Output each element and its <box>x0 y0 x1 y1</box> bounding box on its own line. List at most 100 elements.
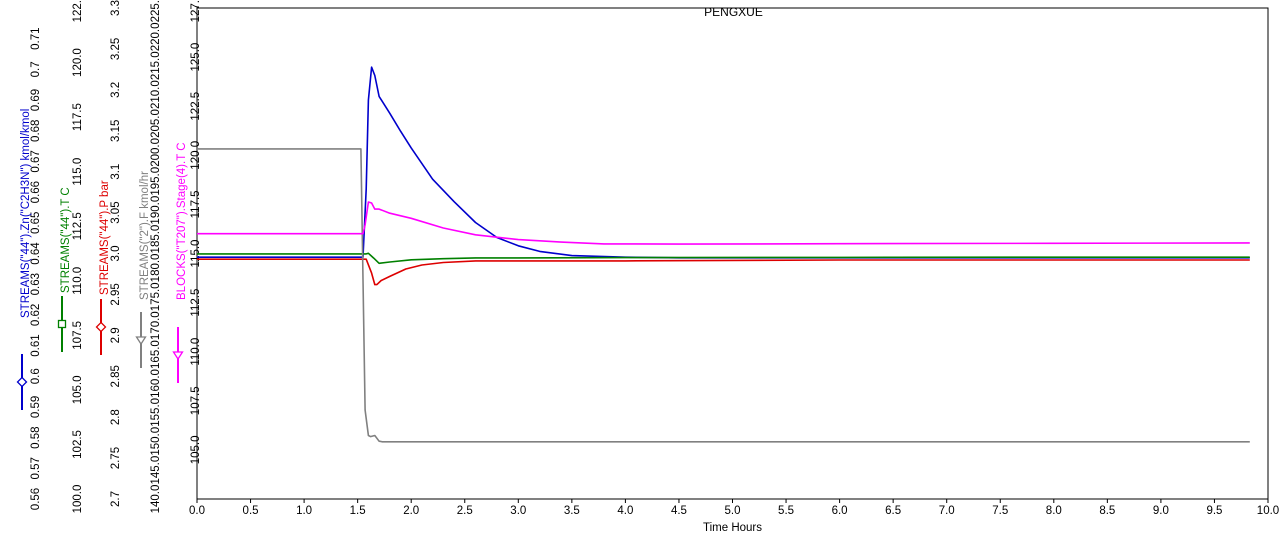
y-tick-label: 102.5 <box>72 430 84 459</box>
y-tick-label: 0.64 <box>30 242 42 265</box>
y-axis-title: STREAMS("44").Zn("C2H3N") kmol/kmol <box>20 109 32 318</box>
y-tick-label: 2.85 <box>110 365 122 387</box>
y-tick-label: 2.7 <box>110 491 122 507</box>
y-tick-label: 0.57 <box>30 457 42 479</box>
y-tick-label: 107.5 <box>190 386 202 415</box>
y-tick-label: 155.0 <box>150 398 162 427</box>
y-tick-label: 117.5 <box>72 103 84 131</box>
y-tick-label: 190.0 <box>150 196 162 225</box>
x-tick-label: 5.5 <box>778 505 794 517</box>
legend-triangle-marker <box>135 336 147 346</box>
series-line-5 <box>197 201 1250 245</box>
y-tick-label: 3.3 <box>110 0 122 16</box>
x-tick-label: 9.0 <box>1153 505 1169 517</box>
y-tick-label: 3.05 <box>110 201 122 223</box>
y-tick-label: 145.0 <box>150 456 162 485</box>
x-tick-label: 3.5 <box>564 505 580 517</box>
x-tick-label: 8.0 <box>1046 505 1062 517</box>
legend-triangle-marker <box>172 351 184 361</box>
y-tick-label: 0.63 <box>30 273 42 295</box>
x-tick-label: 1.0 <box>296 505 312 517</box>
x-tick-label: 6.0 <box>832 505 848 517</box>
y-tick-label: 115.0 <box>190 240 202 268</box>
y-tick-label: 0.69 <box>30 89 42 111</box>
y-tick-label: 185.0 <box>150 225 162 254</box>
y-tick-label: 115.0 <box>72 158 84 186</box>
y-tick-label: 0.58 <box>30 426 42 448</box>
y-tick-label: 110.0 <box>72 267 84 295</box>
y-tick-label: 3.1 <box>110 164 122 180</box>
y-tick-label: 175.0 <box>150 282 162 311</box>
y-axes: 0.56 0.57 0.58 0.59 0.6 0.61 0.62 0.63 0.64 0.65 0… <box>16 0 202 514</box>
chart-title: PENGXUE <box>704 5 763 19</box>
y-tick-label: 122.5 <box>190 92 202 121</box>
x-tick-label: 1.5 <box>350 505 366 517</box>
y-tick-label: 3.25 <box>110 38 122 60</box>
y-axis-1: 0.56 0.57 0.58 0.59 0.6 0.61 0.62 0.63 0.64 0.65 0… <box>16 27 42 510</box>
y-tick-label: 220.0 <box>150 22 162 51</box>
y-tick-label: 107.5 <box>72 321 84 350</box>
y-tick-label: 2.95 <box>110 283 122 305</box>
y-tick-label: 170.0 <box>150 311 162 340</box>
y-axis-title: STREAMS("44").P bar <box>99 180 111 295</box>
y-tick-label: 120.0 <box>190 141 202 170</box>
y-tick-label: 150.0 <box>150 427 162 456</box>
y-tick-label: 112.5 <box>72 212 84 240</box>
y-tick-label: 2.8 <box>110 409 122 425</box>
y-axis-5: 105.0 107.5 110.0 112.5 115.0 117.5 120.0 122.5… <box>172 0 202 465</box>
series-line-2 <box>197 252 1250 265</box>
x-tick-label: 4.0 <box>617 505 633 517</box>
x-tick-label: 9.5 <box>1206 505 1222 517</box>
y-axis-title: BLOCKS("T207").Stage(4).T C <box>176 142 188 300</box>
y-axis-title: STREAMS("44").T C <box>60 187 72 293</box>
y-tick-label: 0.7 <box>30 61 42 77</box>
y-axis-4: 140.0145.0150.0155.0160.0165.0170.0175.0… <box>135 0 162 514</box>
y-tick-label: 195.0 <box>150 167 162 196</box>
y-tick-label: 215.0 <box>150 51 162 80</box>
series-line-4 <box>197 148 1250 443</box>
y-tick-label: 165.0 <box>150 340 162 369</box>
y-tick-label: 120.0 <box>72 48 84 77</box>
y-tick-label: 2.9 <box>110 327 122 343</box>
y-tick-label: 110.0 <box>190 338 202 366</box>
y-axis-title: STREAMS("2").F kmol/hr <box>139 171 151 300</box>
y-tick-label: 0.67 <box>30 150 42 172</box>
y-tick-label: 160.0 <box>150 369 162 398</box>
y-tick-label: 140.0 <box>150 485 162 514</box>
legend-square-marker <box>57 319 67 329</box>
y-tick-label: 0.65 <box>30 212 42 234</box>
y-tick-label: 127.5 <box>190 0 202 22</box>
x-tick-label: 7.5 <box>992 505 1008 517</box>
y-tick-label: 0.59 <box>30 396 42 418</box>
x-axis: 0.0 0.5 1.0 1.5 2.0 2.5 3.0 3.5 4.0 4.5 5.0 5.5 6.0 6… <box>189 499 1279 517</box>
legend-diamond-marker <box>95 321 107 333</box>
x-tick-label: 4.5 <box>671 505 687 517</box>
x-axis-label: Time Hours <box>703 522 762 534</box>
y-tick-label: 200.0 <box>150 138 162 167</box>
y-tick-label: 100.0 <box>72 485 84 514</box>
y-tick-label: 105.0 <box>72 375 84 404</box>
series-line-3 <box>197 258 1250 286</box>
y-tick-label: 112.5 <box>190 289 202 317</box>
y-axis-3: 2.7 2.75 2.8 2.85 2.9 2.95 3.0 3.05 3.1 3.15 3.2 3.… <box>95 0 122 507</box>
plot-area <box>196 7 1269 500</box>
y-tick-label: 0.61 <box>30 334 42 356</box>
x-tick-label: 5.0 <box>725 505 741 517</box>
x-tick-label: 7.0 <box>939 505 955 517</box>
x-tick-label: 2.5 <box>457 505 473 517</box>
y-tick-label: 0.68 <box>30 120 42 142</box>
x-tick-label: 0.0 <box>189 505 205 517</box>
x-tick-label: 10.0 <box>1257 505 1279 517</box>
y-axis-2: 100.0 102.5 105.0 107.5 110.0 112.5 115.0 117.5… <box>57 0 84 514</box>
y-tick-label: 2.75 <box>110 447 122 469</box>
x-tick-label: 6.5 <box>885 505 901 517</box>
legend-diamond-marker <box>16 376 28 388</box>
y-tick-label: 105.0 <box>190 436 202 465</box>
y-tick-label: 3.15 <box>110 120 122 142</box>
y-tick-label: 0.56 <box>30 488 42 510</box>
y-tick-label: 0.6 <box>30 368 42 384</box>
y-tick-label: 0.71 <box>30 27 42 49</box>
y-tick-label: 122.5 <box>72 0 84 22</box>
y-tick-label: 210.0 <box>150 80 162 109</box>
x-tick-label: 3.0 <box>510 505 526 517</box>
